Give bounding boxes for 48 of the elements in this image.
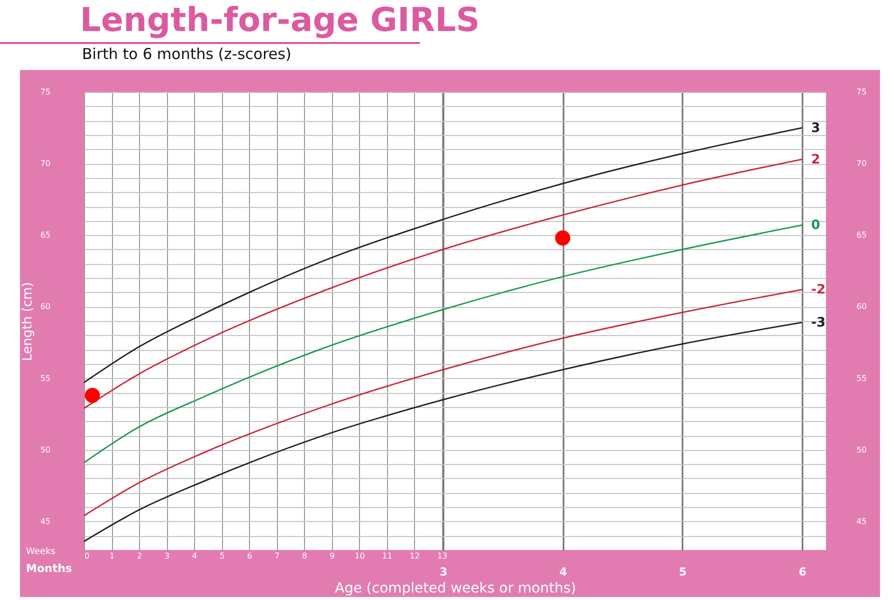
y-tick-label: 60 [40, 302, 50, 312]
y2-tick-label: 55 [856, 374, 867, 383]
x-tick-label: 4 [559, 566, 568, 578]
x2-tick-label: 11 [382, 552, 392, 560]
y2-tick-label: 45 [856, 516, 867, 526]
x2-tick-label: 13 [437, 552, 448, 560]
x2-tick-label: 8 [302, 552, 308, 560]
x2-tick-label: 0 [84, 552, 90, 560]
series-label: -3 [811, 315, 826, 330]
x2-tick-label: 3 [164, 552, 170, 560]
y-tick-label: 50 [40, 445, 50, 454]
x-tick-label: 3 [440, 566, 448, 578]
series-label: -2 [811, 282, 826, 298]
series-label: 3 [811, 120, 820, 136]
x2-tick-label: 10 [354, 552, 365, 560]
y2-tick-label: 65 [856, 230, 867, 240]
x2-tick-label: 12 [410, 552, 420, 560]
y-tick-label: 65 [40, 230, 50, 240]
line-series [83, 322, 803, 542]
series-label: 0 [811, 218, 820, 234]
y-tick-label: 55 [40, 374, 50, 383]
line-series [83, 224, 803, 464]
line-series [83, 288, 803, 516]
x2-tick-label: 4 [192, 552, 198, 560]
x2-tick-label: 7 [274, 552, 280, 560]
y-tick-label: 70 [40, 159, 50, 168]
x2-tick-label: 1 [109, 552, 115, 560]
x-tick-label: 5 [679, 566, 687, 578]
line-series [83, 158, 803, 410]
text: Weeks [26, 547, 56, 557]
x-axis-title: Age (completed weeks or months) [334, 580, 576, 596]
y-tick-label: 45 [40, 516, 50, 526]
y2-tick-label: 75 [856, 88, 867, 96]
y2-tick-label: 70 [856, 159, 867, 168]
y2-tick-label: 60 [856, 302, 867, 312]
x-tick-label: 6 [798, 566, 807, 578]
chart-subtitle: Birth to 6 months (z-scores) [82, 45, 292, 63]
text: Months [26, 562, 72, 575]
x2-tick-label: 9 [330, 552, 335, 560]
x2-tick-label: 6 [247, 552, 252, 560]
series-label: 2 [811, 152, 820, 168]
y-tick-label: 75 [40, 88, 50, 96]
line-series [83, 127, 803, 384]
y-axis-title: Length (cm) [20, 282, 36, 361]
y2-tick-label: 50 [856, 445, 867, 454]
chart-title: Length-for-age GIRLS [80, 0, 480, 39]
x2-tick-label: 2 [137, 552, 142, 560]
x2-tick-label: 5 [220, 552, 225, 560]
